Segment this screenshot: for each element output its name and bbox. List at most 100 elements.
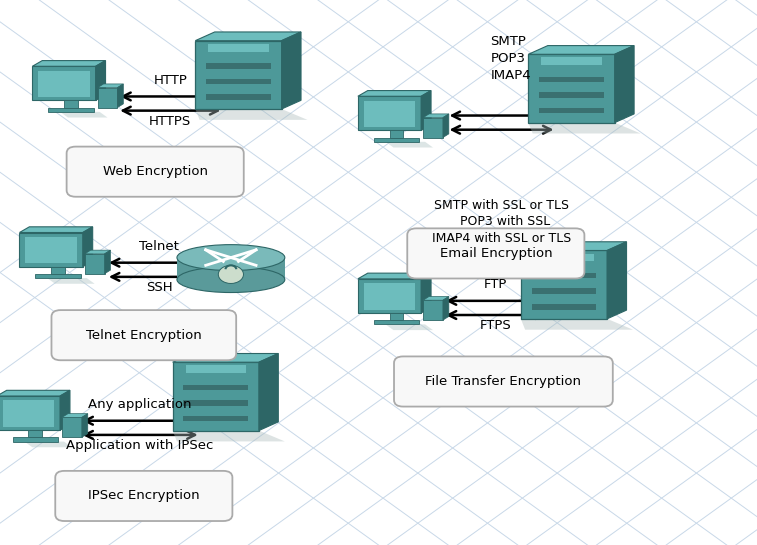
Polygon shape bbox=[47, 278, 95, 284]
Polygon shape bbox=[531, 288, 597, 294]
Polygon shape bbox=[183, 400, 248, 405]
Polygon shape bbox=[541, 57, 602, 65]
Polygon shape bbox=[385, 142, 433, 148]
Polygon shape bbox=[0, 396, 60, 430]
Polygon shape bbox=[208, 44, 269, 52]
Polygon shape bbox=[85, 254, 104, 274]
Polygon shape bbox=[195, 32, 301, 41]
Polygon shape bbox=[85, 250, 111, 254]
Polygon shape bbox=[183, 385, 248, 390]
Ellipse shape bbox=[177, 245, 285, 270]
Polygon shape bbox=[528, 54, 615, 123]
Circle shape bbox=[218, 265, 244, 283]
Polygon shape bbox=[98, 88, 117, 107]
Polygon shape bbox=[173, 431, 285, 441]
Polygon shape bbox=[259, 354, 279, 431]
Polygon shape bbox=[364, 100, 416, 127]
Polygon shape bbox=[206, 78, 271, 84]
Polygon shape bbox=[539, 108, 604, 113]
Text: Any application: Any application bbox=[89, 398, 192, 411]
Polygon shape bbox=[521, 251, 607, 319]
Polygon shape bbox=[0, 390, 70, 396]
Polygon shape bbox=[531, 273, 597, 278]
Polygon shape bbox=[26, 237, 77, 263]
Polygon shape bbox=[358, 90, 431, 96]
Polygon shape bbox=[20, 227, 92, 233]
FancyBboxPatch shape bbox=[394, 356, 613, 407]
Polygon shape bbox=[183, 416, 248, 421]
Polygon shape bbox=[48, 107, 94, 112]
Polygon shape bbox=[423, 300, 443, 320]
Polygon shape bbox=[423, 118, 443, 137]
Polygon shape bbox=[390, 130, 403, 137]
Polygon shape bbox=[24, 441, 72, 447]
Polygon shape bbox=[206, 94, 271, 100]
Polygon shape bbox=[33, 66, 95, 100]
Polygon shape bbox=[173, 362, 259, 431]
Polygon shape bbox=[374, 320, 419, 324]
Polygon shape bbox=[358, 96, 421, 130]
Polygon shape bbox=[177, 258, 285, 280]
Text: Telnet Encryption: Telnet Encryption bbox=[86, 329, 201, 342]
Polygon shape bbox=[98, 84, 123, 88]
Polygon shape bbox=[531, 304, 597, 310]
Polygon shape bbox=[423, 296, 449, 300]
Text: SMTP
POP3
IMAP4: SMTP POP3 IMAP4 bbox=[491, 35, 531, 82]
Text: Application with IPSec: Application with IPSec bbox=[67, 439, 213, 452]
Polygon shape bbox=[443, 296, 449, 320]
Polygon shape bbox=[374, 137, 419, 142]
Text: File Transfer Encryption: File Transfer Encryption bbox=[425, 375, 581, 388]
FancyBboxPatch shape bbox=[55, 471, 232, 521]
Polygon shape bbox=[358, 279, 421, 313]
Polygon shape bbox=[104, 250, 111, 274]
Polygon shape bbox=[82, 414, 88, 437]
Polygon shape bbox=[528, 46, 634, 54]
Polygon shape bbox=[443, 114, 449, 137]
Polygon shape bbox=[282, 32, 301, 109]
Polygon shape bbox=[62, 417, 82, 437]
Polygon shape bbox=[206, 63, 271, 69]
Polygon shape bbox=[13, 437, 58, 441]
Polygon shape bbox=[521, 242, 627, 251]
Polygon shape bbox=[95, 60, 105, 100]
FancyBboxPatch shape bbox=[51, 310, 236, 360]
Text: HTTPS: HTTPS bbox=[149, 115, 192, 128]
Text: Telnet: Telnet bbox=[139, 240, 179, 253]
Polygon shape bbox=[39, 70, 90, 97]
Polygon shape bbox=[64, 100, 78, 107]
Text: FTPS: FTPS bbox=[480, 319, 512, 332]
Polygon shape bbox=[423, 114, 449, 118]
Polygon shape bbox=[173, 354, 279, 362]
Polygon shape bbox=[539, 77, 604, 82]
Polygon shape bbox=[534, 253, 594, 262]
Polygon shape bbox=[615, 46, 634, 123]
Polygon shape bbox=[29, 430, 42, 437]
Polygon shape bbox=[60, 112, 107, 118]
Polygon shape bbox=[33, 60, 105, 66]
Polygon shape bbox=[390, 313, 403, 320]
Polygon shape bbox=[364, 283, 416, 310]
Polygon shape bbox=[539, 92, 604, 98]
Polygon shape bbox=[385, 324, 433, 330]
Text: HTTP: HTTP bbox=[154, 74, 187, 87]
Polygon shape bbox=[607, 242, 627, 319]
Polygon shape bbox=[51, 267, 65, 274]
Polygon shape bbox=[421, 273, 431, 313]
Polygon shape bbox=[528, 123, 640, 134]
Polygon shape bbox=[421, 90, 431, 130]
Ellipse shape bbox=[177, 267, 285, 293]
Polygon shape bbox=[521, 319, 633, 330]
FancyBboxPatch shape bbox=[407, 228, 584, 278]
Text: IPSec Encryption: IPSec Encryption bbox=[88, 489, 200, 502]
Polygon shape bbox=[185, 365, 246, 373]
Polygon shape bbox=[3, 400, 55, 427]
Polygon shape bbox=[358, 273, 431, 279]
Polygon shape bbox=[195, 109, 307, 120]
Polygon shape bbox=[195, 41, 282, 109]
Polygon shape bbox=[62, 414, 88, 417]
Text: SSH: SSH bbox=[145, 281, 173, 294]
Text: Web Encryption: Web Encryption bbox=[103, 165, 207, 178]
Text: Email Encryption: Email Encryption bbox=[440, 247, 552, 260]
FancyBboxPatch shape bbox=[67, 147, 244, 197]
Polygon shape bbox=[83, 227, 92, 267]
